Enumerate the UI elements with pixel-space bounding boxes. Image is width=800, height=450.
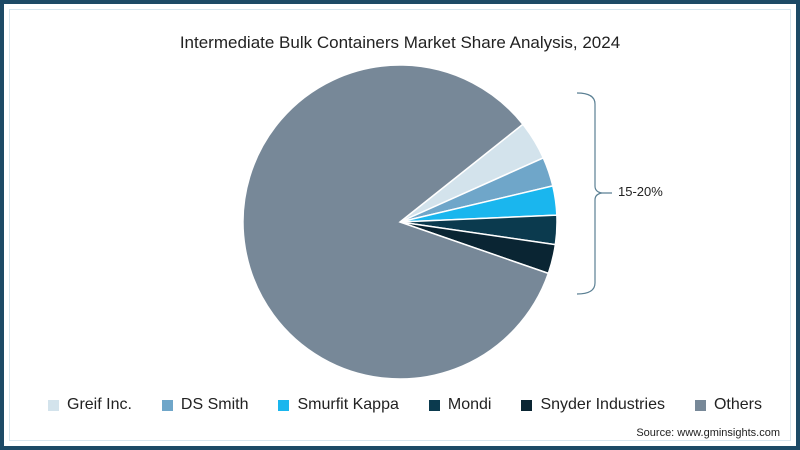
legend-swatch — [521, 399, 533, 411]
legend-item-smurfit-kappa: Smurfit Kappa — [278, 396, 399, 414]
legend: Greif Inc. DS Smith Smurfit Kappa Mondi … — [48, 396, 792, 414]
legend-item-greif: Greif Inc. — [48, 396, 132, 414]
bracket — [576, 92, 612, 295]
legend-item-ds-smith: DS Smith — [161, 396, 248, 414]
legend-swatch — [278, 399, 290, 411]
pie-slice-others — [242, 64, 550, 380]
legend-swatch — [48, 399, 59, 411]
legend-item-mondi: Mondi — [428, 396, 491, 414]
legend-swatch — [161, 399, 173, 411]
source-note: Source: www.gminsights.com — [636, 427, 780, 439]
bracket-label: 15-20% — [618, 184, 663, 199]
legend-item-others: Others — [694, 396, 762, 414]
pie-slices — [242, 64, 558, 380]
legend-item-snyder: Snyder Industries — [521, 396, 665, 414]
legend-swatch — [428, 399, 440, 411]
legend-swatch — [694, 399, 706, 411]
chart-title: Intermediate Bulk Containers Market Shar… — [179, 33, 621, 52]
